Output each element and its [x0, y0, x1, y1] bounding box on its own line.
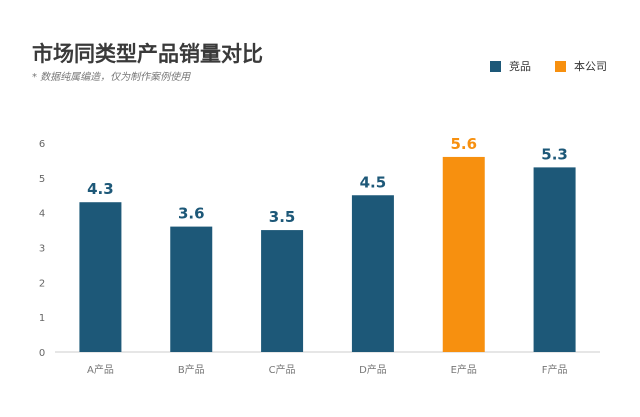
x-tick-label: B产品 — [178, 363, 205, 376]
data-label: 4.3 — [87, 180, 114, 198]
x-tick-label: C产品 — [269, 363, 296, 376]
chart-subtitle: * 数据纯属编造，仅为制作案例使用 — [32, 72, 191, 83]
y-tick-label: 5 — [39, 174, 45, 185]
bar — [79, 202, 122, 352]
bar — [533, 167, 576, 352]
data-label: 5.3 — [541, 145, 568, 163]
y-tick-label: 2 — [39, 278, 45, 289]
chart-title: 市场同类型产品销量对比 — [32, 42, 263, 66]
y-tick-label: 0 — [39, 348, 45, 359]
y-tick-label: 3 — [39, 244, 45, 255]
x-tick-label: E产品 — [451, 363, 477, 376]
data-label: 3.5 — [269, 208, 296, 226]
y-tick-label: 1 — [39, 313, 45, 324]
data-label: 5.6 — [450, 135, 477, 153]
bar — [170, 226, 213, 352]
legend-item-competitor: 竞品 — [490, 58, 531, 74]
y-tick-label: 6 — [39, 139, 45, 150]
legend-item-company: 本公司 — [555, 58, 607, 74]
bar — [351, 195, 394, 352]
bar — [442, 156, 485, 352]
x-tick-label: F产品 — [542, 363, 568, 376]
y-tick-label: 4 — [39, 209, 45, 220]
legend-swatch — [555, 60, 566, 72]
data-label: 4.5 — [360, 173, 387, 191]
bar — [261, 230, 304, 352]
x-tick-label: D产品 — [359, 363, 387, 376]
legend-swatch — [490, 60, 501, 72]
x-tick-label: A产品 — [87, 363, 114, 376]
legend-label: 本公司 — [574, 60, 607, 73]
legend-label: 竞品 — [509, 60, 531, 73]
data-label: 3.6 — [178, 205, 205, 223]
